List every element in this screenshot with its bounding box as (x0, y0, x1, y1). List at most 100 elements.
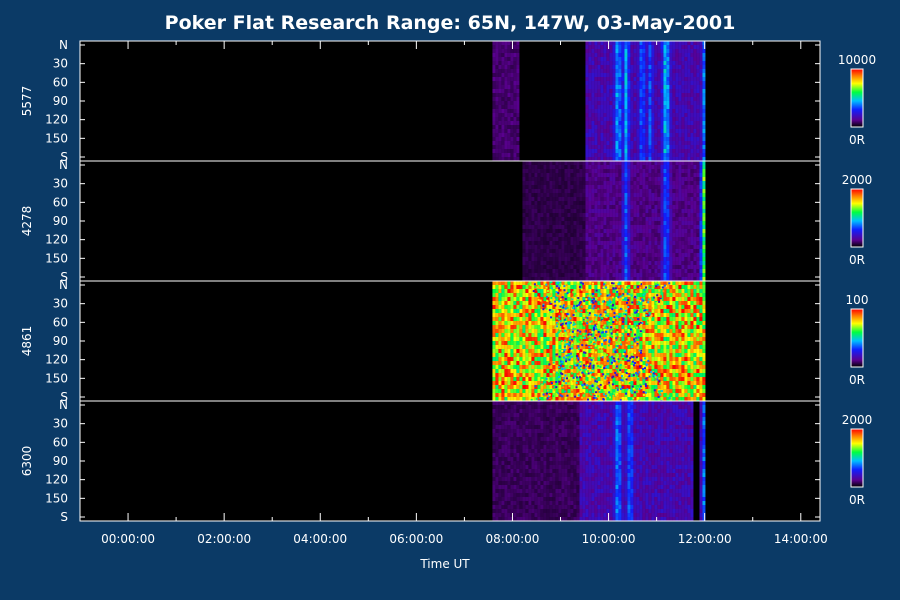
heatmap-cell (666, 225, 670, 229)
heatmap-cell (540, 293, 544, 297)
heatmap-cell (537, 285, 541, 289)
heatmap-cell (699, 45, 703, 49)
heatmap-cell (696, 181, 700, 185)
heatmap-cell (624, 165, 628, 169)
heatmap-cell (591, 309, 595, 313)
heatmap-cell (648, 69, 652, 73)
heatmap-cell (642, 129, 646, 133)
heatmap-cell (495, 65, 499, 69)
heatmap-cell (588, 201, 592, 205)
heatmap-cell (525, 281, 529, 285)
heatmap-cell (702, 233, 706, 237)
heatmap-cell (540, 365, 544, 369)
heatmap-cell (528, 369, 532, 373)
heatmap-cell (651, 81, 655, 85)
heatmap-cell (555, 301, 559, 305)
heatmap-cell (507, 89, 511, 93)
heatmap-cell (504, 45, 508, 49)
heatmap-cell (609, 197, 613, 201)
heatmap-cell (627, 193, 631, 197)
heatmap-cell (519, 289, 523, 293)
heatmap-cell (618, 341, 622, 345)
heatmap-cell (582, 193, 586, 197)
heatmap-cell (657, 117, 661, 121)
heatmap-cell (507, 389, 511, 393)
heatmap-cell (549, 189, 553, 193)
heatmap-cell (645, 129, 649, 133)
heatmap-cell (540, 197, 544, 201)
heatmap-cell (567, 361, 571, 365)
heatmap-cell (516, 129, 520, 133)
heatmap-cell (546, 249, 550, 253)
heatmap-cell (651, 149, 655, 153)
heatmap-cell (672, 101, 676, 105)
heatmap-cell (702, 249, 706, 253)
heatmap-cell (663, 229, 667, 233)
heatmap-cell (528, 241, 532, 245)
heatmap-cell (540, 397, 544, 401)
heatmap-cell (681, 73, 685, 77)
heatmap-cell (570, 377, 574, 381)
heatmap-cell (495, 41, 499, 45)
heatmap-cell (492, 357, 496, 361)
heatmap-cell (552, 381, 556, 385)
heatmap-cell (690, 169, 694, 173)
heatmap-cell (549, 281, 553, 285)
heatmap-cell (501, 293, 505, 297)
heatmap-cell (702, 145, 706, 149)
heatmap-cell (684, 241, 688, 245)
heatmap-cell (525, 189, 529, 193)
heatmap-cell (687, 81, 691, 85)
heatmap-cell (699, 113, 703, 117)
heatmap-cell (603, 297, 607, 301)
heatmap-cell (636, 141, 640, 145)
heatmap-cell (495, 349, 499, 353)
heatmap-cell (687, 237, 691, 241)
heatmap-cell (666, 157, 670, 161)
heatmap-cell (573, 177, 577, 181)
y-tick-label: S (60, 270, 68, 284)
heatmap-cell (675, 257, 679, 261)
heatmap-cell (591, 129, 595, 133)
heatmap-cell (654, 61, 658, 65)
heatmap-cell (597, 137, 601, 141)
heatmap-cell (504, 321, 508, 325)
heatmap-cell (588, 77, 592, 81)
heatmap-cell (579, 261, 583, 265)
heatmap-cell (612, 185, 616, 189)
heatmap-cell (567, 189, 571, 193)
heatmap-cell (618, 281, 622, 285)
heatmap-cell (591, 321, 595, 325)
heatmap-cell (693, 73, 697, 77)
heatmap-cell (645, 157, 649, 161)
heatmap-cell (615, 69, 619, 73)
heatmap-cell (492, 133, 496, 137)
heatmap-cell (684, 73, 688, 77)
heatmap-cell (642, 145, 646, 149)
heatmap-cell (648, 257, 652, 261)
heatmap-cell (651, 45, 655, 49)
heatmap-cell (690, 89, 694, 93)
heatmap-cell (699, 273, 703, 277)
heatmap-cell (630, 217, 634, 221)
heatmap-cell (621, 45, 625, 49)
heatmap-cell (564, 277, 568, 281)
heatmap-cell (633, 197, 637, 201)
heatmap-cell (600, 113, 604, 117)
heatmap-cell (492, 305, 496, 309)
heatmap-cell (543, 245, 547, 249)
heatmap-cell (648, 145, 652, 149)
heatmap-cell (648, 117, 652, 121)
heatmap-cell (495, 357, 499, 361)
heatmap-cell (609, 245, 613, 249)
heatmap-cell (543, 381, 547, 385)
heatmap-cell (612, 57, 616, 61)
heatmap-cell (651, 61, 655, 65)
heatmap-cell (618, 385, 622, 389)
heatmap-cell (522, 185, 526, 189)
heatmap-cell (621, 233, 625, 237)
heatmap-cell (537, 209, 541, 213)
heatmap-cell (600, 221, 604, 225)
heatmap-cell (696, 185, 700, 189)
heatmap-cell (612, 265, 616, 269)
